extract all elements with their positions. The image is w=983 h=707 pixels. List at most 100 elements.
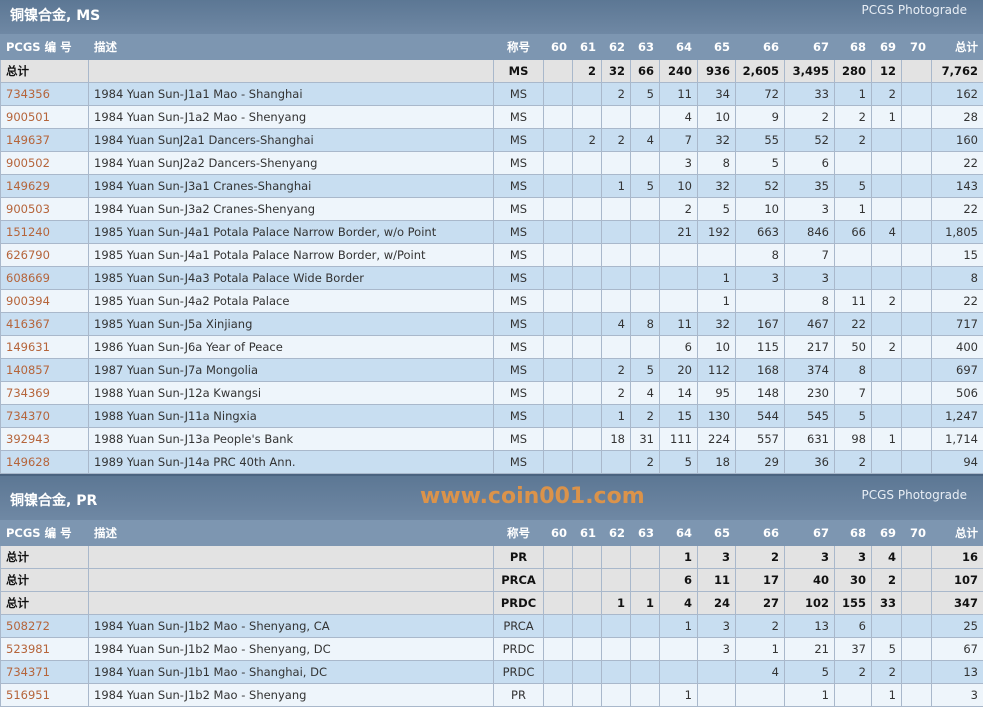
population-cell[interactable] bbox=[631, 615, 660, 638]
column-header[interactable]: PCGS 编 号 bbox=[1, 521, 89, 546]
population-cell[interactable] bbox=[544, 615, 573, 638]
population-cell[interactable] bbox=[872, 129, 902, 152]
population-cell[interactable] bbox=[631, 684, 660, 707]
population-cell[interactable] bbox=[631, 106, 660, 129]
population-cell[interactable]: 1 bbox=[872, 106, 902, 129]
column-header[interactable]: 70 bbox=[902, 521, 932, 546]
column-header[interactable]: 称号 bbox=[494, 35, 544, 60]
population-cell[interactable]: 72 bbox=[736, 83, 785, 106]
population-cell[interactable]: 224 bbox=[698, 428, 736, 451]
population-cell[interactable] bbox=[544, 267, 573, 290]
column-header[interactable]: 63 bbox=[631, 521, 660, 546]
population-cell[interactable] bbox=[631, 221, 660, 244]
pcgs-number-link[interactable]: 900503 bbox=[1, 198, 89, 221]
population-cell[interactable] bbox=[544, 638, 573, 661]
population-cell[interactable] bbox=[544, 244, 573, 267]
population-cell[interactable]: 557 bbox=[736, 428, 785, 451]
population-cell[interactable]: 3 bbox=[785, 198, 835, 221]
population-cell[interactable]: 8 bbox=[698, 152, 736, 175]
population-cell[interactable] bbox=[544, 198, 573, 221]
population-cell[interactable]: 5 bbox=[835, 175, 872, 198]
population-cell[interactable]: 37 bbox=[835, 638, 872, 661]
population-cell[interactable] bbox=[872, 451, 902, 474]
population-cell[interactable] bbox=[902, 451, 932, 474]
column-header[interactable]: 描述 bbox=[89, 35, 494, 60]
population-cell[interactable]: 22 bbox=[932, 290, 983, 313]
population-cell[interactable] bbox=[902, 684, 932, 707]
population-cell[interactable]: 6 bbox=[660, 336, 698, 359]
population-cell[interactable]: 467 bbox=[785, 313, 835, 336]
population-cell[interactable] bbox=[902, 359, 932, 382]
population-cell[interactable]: 25 bbox=[932, 615, 983, 638]
population-cell[interactable]: 7 bbox=[785, 244, 835, 267]
population-cell[interactable] bbox=[573, 336, 602, 359]
population-cell[interactable] bbox=[602, 244, 631, 267]
population-cell[interactable] bbox=[602, 638, 631, 661]
population-cell[interactable]: 4 bbox=[660, 106, 698, 129]
population-cell[interactable]: 10 bbox=[698, 336, 736, 359]
population-cell[interactable] bbox=[660, 267, 698, 290]
population-cell[interactable]: 1 bbox=[602, 175, 631, 198]
population-cell[interactable] bbox=[602, 290, 631, 313]
column-header[interactable]: PCGS 编 号 bbox=[1, 35, 89, 60]
population-cell[interactable] bbox=[544, 106, 573, 129]
population-cell[interactable]: 36 bbox=[785, 451, 835, 474]
population-cell[interactable]: 1 bbox=[872, 428, 902, 451]
population-cell[interactable]: 1 bbox=[872, 684, 902, 707]
column-header[interactable]: 60 bbox=[544, 35, 573, 60]
population-cell[interactable] bbox=[544, 382, 573, 405]
population-cell[interactable]: 2 bbox=[602, 359, 631, 382]
population-cell[interactable] bbox=[736, 290, 785, 313]
population-cell[interactable] bbox=[573, 313, 602, 336]
population-cell[interactable]: 167 bbox=[736, 313, 785, 336]
population-cell[interactable]: 4 bbox=[872, 221, 902, 244]
population-cell[interactable]: 35 bbox=[785, 175, 835, 198]
population-cell[interactable]: 1,805 bbox=[932, 221, 983, 244]
population-cell[interactable] bbox=[544, 405, 573, 428]
column-header[interactable]: 总计 bbox=[932, 521, 983, 546]
population-cell[interactable]: 1 bbox=[698, 267, 736, 290]
population-cell[interactable]: 28 bbox=[932, 106, 983, 129]
population-cell[interactable]: 130 bbox=[698, 405, 736, 428]
population-cell[interactable] bbox=[872, 615, 902, 638]
population-cell[interactable] bbox=[872, 405, 902, 428]
population-cell[interactable]: 6 bbox=[835, 615, 872, 638]
pcgs-number-link[interactable]: 900394 bbox=[1, 290, 89, 313]
population-cell[interactable] bbox=[573, 405, 602, 428]
population-cell[interactable]: 1 bbox=[602, 405, 631, 428]
pcgs-number-link[interactable]: 508272 bbox=[1, 615, 89, 638]
population-cell[interactable]: 1,714 bbox=[932, 428, 983, 451]
pcgs-number-link[interactable]: 416367 bbox=[1, 313, 89, 336]
population-cell[interactable] bbox=[660, 661, 698, 684]
population-cell[interactable]: 3 bbox=[698, 638, 736, 661]
pcgs-number-link[interactable]: 151240 bbox=[1, 221, 89, 244]
population-cell[interactable]: 32 bbox=[698, 129, 736, 152]
population-cell[interactable] bbox=[544, 313, 573, 336]
population-cell[interactable] bbox=[698, 684, 736, 707]
population-cell[interactable] bbox=[544, 290, 573, 313]
population-cell[interactable]: 2 bbox=[872, 290, 902, 313]
population-cell[interactable]: 717 bbox=[932, 313, 983, 336]
column-header[interactable]: 68 bbox=[835, 521, 872, 546]
population-cell[interactable]: 29 bbox=[736, 451, 785, 474]
population-cell[interactable]: 230 bbox=[785, 382, 835, 405]
population-cell[interactable] bbox=[902, 83, 932, 106]
population-cell[interactable]: 9 bbox=[736, 106, 785, 129]
population-cell[interactable]: 14 bbox=[660, 382, 698, 405]
population-cell[interactable]: 5 bbox=[631, 359, 660, 382]
population-cell[interactable]: 55 bbox=[736, 129, 785, 152]
population-cell[interactable] bbox=[544, 428, 573, 451]
population-cell[interactable]: 2 bbox=[736, 615, 785, 638]
population-cell[interactable]: 4 bbox=[736, 661, 785, 684]
population-cell[interactable] bbox=[835, 152, 872, 175]
population-cell[interactable] bbox=[631, 198, 660, 221]
population-cell[interactable]: 2 bbox=[660, 198, 698, 221]
population-cell[interactable] bbox=[698, 244, 736, 267]
column-header[interactable]: 68 bbox=[835, 35, 872, 60]
population-cell[interactable] bbox=[602, 615, 631, 638]
population-cell[interactable]: 2 bbox=[872, 83, 902, 106]
column-header[interactable]: 64 bbox=[660, 521, 698, 546]
pcgs-number-link[interactable]: 392943 bbox=[1, 428, 89, 451]
population-cell[interactable]: 217 bbox=[785, 336, 835, 359]
population-cell[interactable] bbox=[544, 129, 573, 152]
